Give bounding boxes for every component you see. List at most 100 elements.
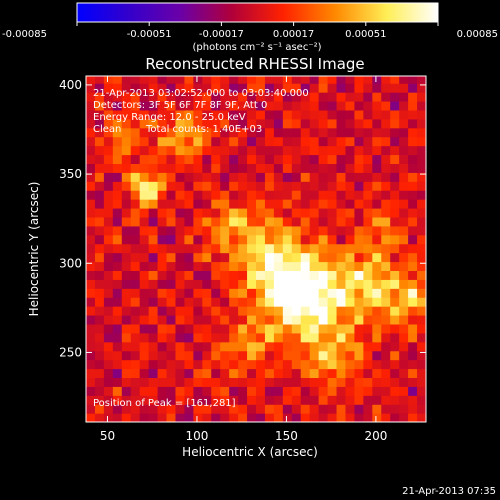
heatmap-cell [345,127,356,138]
heatmap-cell [184,100,194,111]
y-axis-label: Heliocentric Y (arcsec) [27,182,41,317]
heatmap-cell [130,332,141,343]
heatmap-cell [112,395,123,405]
heatmap-cell [121,332,132,343]
heatmap-cell [309,100,320,111]
heatmap-cell [247,190,257,200]
heatmap-cell [211,127,221,138]
heatmap-cell [417,225,426,236]
heatmap-cell [309,386,320,396]
heatmap-cell [282,386,293,396]
heatmap-cell [381,261,391,271]
heatmap-cell [381,413,391,422]
heatmap-cell [184,297,194,307]
heatmap-cell [363,136,373,147]
heatmap-cell [282,216,293,227]
heatmap-cell [282,261,293,271]
heatmap-cell [363,332,373,343]
heatmap-cell [417,145,426,156]
heatmap-cell [336,100,347,111]
heatmap-cell [363,243,373,254]
heatmap-cell [300,270,311,280]
heatmap-cell [229,288,239,298]
heatmap-cell [94,395,105,405]
heatmap-cell [193,323,203,334]
heatmap-cell [381,341,391,352]
heatmap-cell [157,306,168,316]
annotation-time-range: 21-Apr-2013 03:02:52.000 to 03:03:40.000 [93,88,309,99]
heatmap-cell [282,190,293,200]
heatmap-cell [399,332,409,343]
heatmap-cell [372,261,382,271]
heatmap-cell [247,199,257,209]
heatmap-cell [336,199,347,209]
heatmap-cell [264,154,275,164]
heatmap-cell [175,413,186,422]
heatmap-cell [390,279,400,289]
heatmap-cell [229,404,239,414]
heatmap-cell [291,368,302,379]
heatmap-cell [390,207,400,218]
heatmap-cell [238,332,248,343]
heatmap-cell [300,395,311,405]
heatmap-cell [399,359,409,370]
heatmap-cell [103,332,114,343]
heatmap-cell [345,386,356,396]
heatmap-cell [247,109,257,120]
heatmap-cell [300,386,311,396]
heatmap-cell [264,92,275,102]
heatmap-cell [372,172,382,182]
heatmap-cell [247,154,257,164]
heatmap-cell [112,314,123,325]
heatmap-cell [238,359,248,370]
heatmap-cell [139,118,150,129]
heatmap-cell [193,199,203,209]
heatmap-cell [94,190,105,200]
heatmap-cell [354,306,364,316]
heatmap-cell [336,279,347,289]
heatmap-cell [220,154,230,164]
heatmap-cell [291,314,302,325]
heatmap-cell [184,145,194,156]
heatmap-cell [157,297,168,307]
heatmap-cell [264,306,275,316]
heatmap-cell [139,243,150,254]
heatmap-cell [336,136,347,147]
x-tick-label: 50 [100,429,115,443]
heatmap-cell [372,332,382,343]
heatmap-cell [211,270,221,280]
heatmap-cell [148,306,159,316]
heatmap-cell [184,404,194,414]
heatmap-cell [94,136,105,147]
heatmap-cell [309,83,320,93]
heatmap-cell [121,252,132,263]
heatmap-cell [273,207,284,218]
y-tick-label: 300 [59,256,82,270]
heatmap-cell [363,234,373,245]
heatmap-cell [130,207,141,218]
heatmap-cell [264,261,275,271]
heatmap-cell [193,368,203,379]
heatmap-cell [247,306,257,316]
heatmap-cell [399,323,409,334]
heatmap-cell [327,234,338,245]
heatmap-cell [139,109,150,120]
heatmap-cell [300,127,311,138]
heatmap-cell [363,109,373,120]
heatmap-cell [247,145,257,156]
heatmap-cell [86,332,96,343]
heatmap-cell [130,216,141,227]
heatmap-cell [175,332,186,343]
heatmap-cell [103,207,114,218]
heatmap-cell [399,368,409,379]
heatmap-cell [327,288,338,298]
heatmap-cell [282,100,293,111]
heatmap-cell [86,404,96,414]
heatmap-cell [273,297,284,307]
heatmap-cell [399,172,409,182]
heatmap-cell [202,341,212,352]
heatmap-cell [130,199,141,209]
heatmap-cell [408,377,418,387]
heatmap-cell [157,199,168,209]
heatmap-cell [202,225,212,236]
